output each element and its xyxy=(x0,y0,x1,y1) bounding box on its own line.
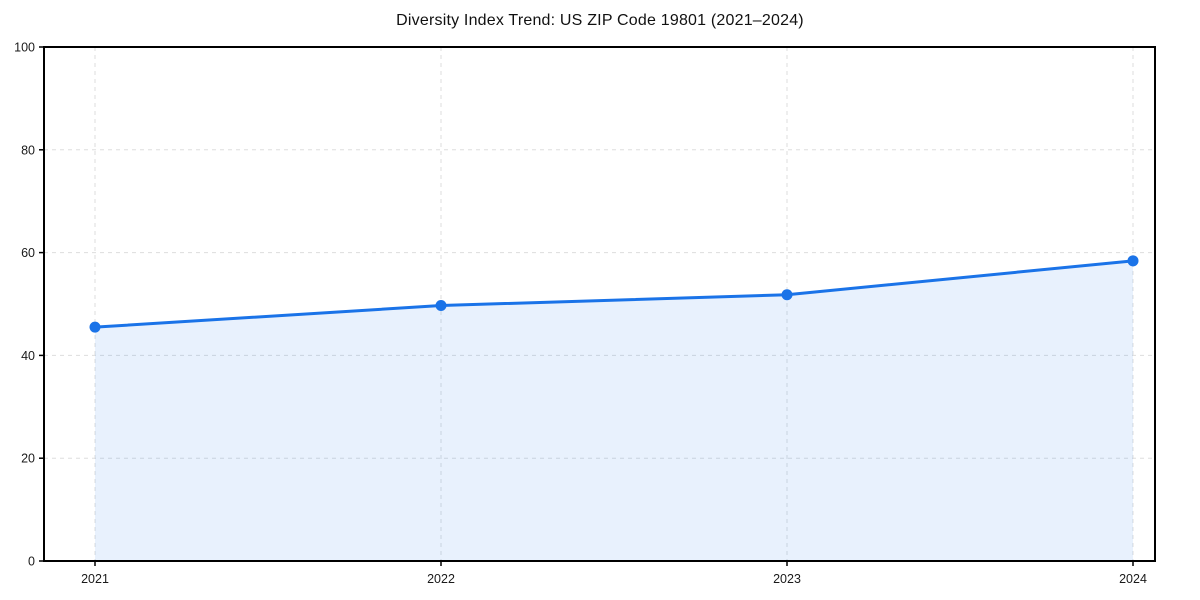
x-tick-label: 2022 xyxy=(427,572,455,586)
plot-frame xyxy=(43,46,1156,562)
chart-title: Diversity Index Trend: US ZIP Code 19801… xyxy=(396,12,804,29)
y-tick-label: 60 xyxy=(21,246,35,260)
data-point xyxy=(435,300,447,312)
trend-line xyxy=(93,259,1135,329)
data-point xyxy=(89,321,101,333)
y-tick-label: 40 xyxy=(21,349,35,363)
x-tick-label: 2023 xyxy=(773,572,801,586)
area-fill xyxy=(95,260,1133,561)
x-tick-label: 2024 xyxy=(1119,572,1147,586)
y-tick-label: 100 xyxy=(14,41,35,55)
x-tick-label: 2021 xyxy=(81,572,109,586)
y-tick-label: 80 xyxy=(21,143,35,157)
y-tick-label: 20 xyxy=(21,452,35,466)
data-point xyxy=(781,289,793,301)
data-point xyxy=(1127,255,1139,267)
y-tick-label: 0 xyxy=(28,555,35,569)
